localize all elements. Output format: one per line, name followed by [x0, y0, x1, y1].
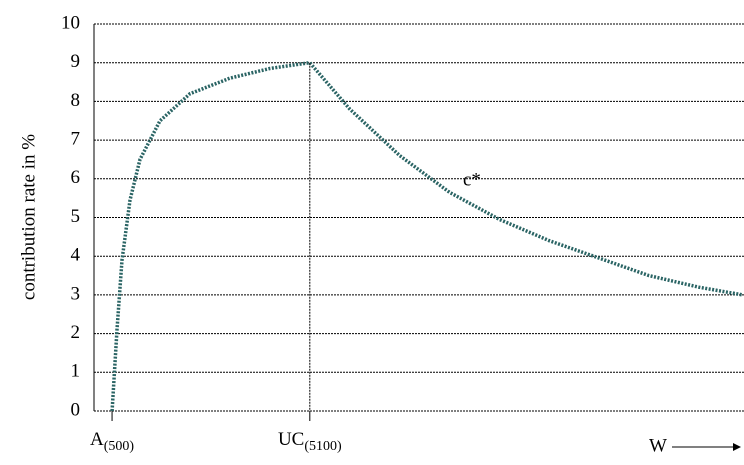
- y-tick-label: 5: [71, 206, 81, 227]
- y-tick-label: 0: [71, 399, 81, 420]
- y-tick-label: 6: [71, 167, 81, 188]
- y-tick-label: 1: [71, 361, 81, 382]
- series-label: c*: [463, 169, 481, 190]
- x-tick-sub: (500): [104, 439, 135, 454]
- x-tick-sub: (5100): [304, 439, 342, 454]
- y-tick-label: 8: [71, 90, 81, 111]
- y-tick-label: 9: [71, 51, 81, 72]
- y-tick-label: 2: [71, 322, 81, 343]
- x-tick-label: UC(5100): [278, 429, 342, 454]
- x-tick-main: A: [90, 429, 104, 450]
- x-tick-main: UC: [278, 429, 304, 450]
- line: [110, 60, 744, 412]
- x-tick-label: A(500): [90, 429, 134, 454]
- y-tick-label: 3: [71, 283, 81, 304]
- y-tick-label: 4: [71, 245, 81, 266]
- y-tick-label: 10: [61, 12, 80, 33]
- x-end-label: W: [649, 435, 667, 456]
- y-tick-label: 7: [71, 128, 81, 149]
- y-axis-label: contribution rate in %: [18, 134, 39, 300]
